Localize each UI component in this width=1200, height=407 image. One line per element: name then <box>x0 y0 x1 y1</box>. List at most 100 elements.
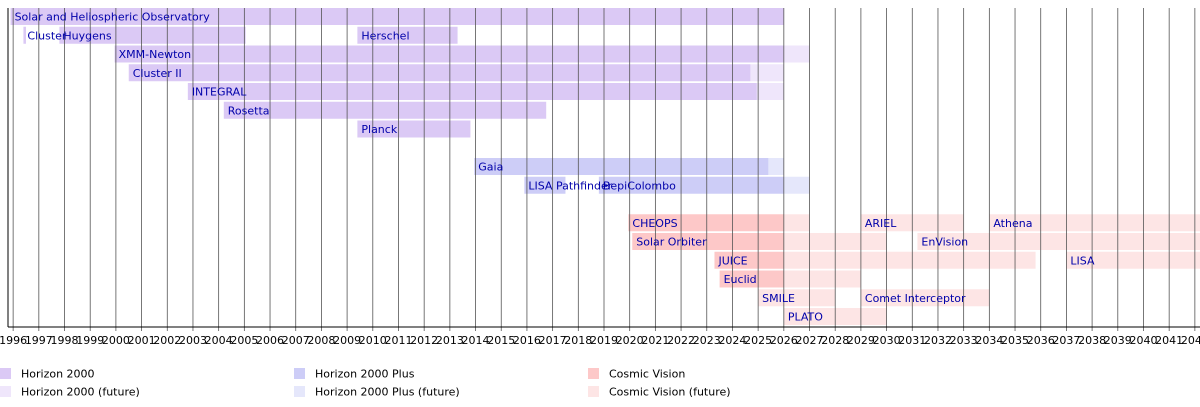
x-tick-label: 2030 <box>873 334 901 347</box>
bar <box>1066 251 1200 269</box>
bar-label: Rosetta <box>228 104 270 117</box>
legend-label: Cosmic Vision <box>609 368 685 381</box>
bar <box>223 101 547 119</box>
bar <box>114 45 784 63</box>
bar <box>714 251 784 269</box>
bar <box>10 8 784 25</box>
legend-swatch <box>588 386 599 397</box>
bar <box>860 289 990 307</box>
bar-label: JUICE <box>717 254 747 267</box>
bar-label: LISA <box>1070 254 1095 267</box>
x-tick-label: 2042 <box>1181 334 1200 347</box>
x-tick-label: 1996 <box>0 334 27 347</box>
x-tick-label: 2023 <box>693 334 721 347</box>
bar-label: Cluster <box>27 29 67 42</box>
bar <box>59 26 246 44</box>
bar-label: Athena <box>993 217 1032 230</box>
x-tick-label: 1997 <box>25 334 53 347</box>
bar <box>598 176 784 194</box>
bar-label: PLATO <box>788 311 823 324</box>
legend-swatch <box>0 386 11 397</box>
x-tick-label: 2017 <box>539 334 567 347</box>
bar <box>758 289 836 307</box>
bar <box>719 270 784 288</box>
bar <box>768 158 784 175</box>
bar-label: Cluster II <box>133 67 182 80</box>
legend-swatch <box>0 368 11 379</box>
x-tick-label: 2010 <box>359 334 387 347</box>
legend-label: Horizon 2000 <box>21 368 95 381</box>
bar <box>917 233 1200 250</box>
bar-label: Solar Orbiter <box>636 236 707 249</box>
x-tick-label: 2026 <box>770 334 798 347</box>
x-tick-label: 2041 <box>1155 334 1183 347</box>
bar-label: Comet Interceptor <box>865 292 966 305</box>
bar <box>628 214 784 232</box>
bar-label: Huygens <box>63 29 111 42</box>
x-tick-label: 2020 <box>616 334 644 347</box>
bar <box>357 120 471 138</box>
bar-label: Euclid <box>724 273 757 286</box>
bar <box>783 251 1036 269</box>
bar <box>783 45 810 63</box>
x-tick-label: 2011 <box>384 334 412 347</box>
legend-label: Horizon 2000 Plus <box>315 368 415 381</box>
x-tick-label: 2036 <box>1027 334 1055 347</box>
x-tick-label: 2029 <box>847 334 875 347</box>
bar-label: BepiColombo <box>603 179 676 192</box>
bar-label: INTEGRAL <box>192 86 247 99</box>
x-tick-label: 2014 <box>462 334 490 347</box>
x-tick-label: 2034 <box>975 334 1003 347</box>
x-tick-label: 2022 <box>667 334 695 347</box>
x-tick-label: 1999 <box>76 334 104 347</box>
bar-label: SMILE <box>762 292 795 305</box>
legend-label: Cosmic Vision (future) <box>609 386 731 399</box>
bar <box>524 176 566 194</box>
bar-label: CHEOPS <box>632 217 677 230</box>
bar-label: Herschel <box>361 29 409 42</box>
bar-label: Planck <box>361 123 397 136</box>
x-tick-label: 2033 <box>950 334 978 347</box>
x-tick-label: 2003 <box>179 334 207 347</box>
x-tick-label: 2015 <box>487 334 515 347</box>
bar <box>989 214 1200 232</box>
legend-label: Horizon 2000 (future) <box>21 386 140 399</box>
x-tick-label: 2008 <box>307 334 335 347</box>
legend-swatch <box>294 386 305 397</box>
x-tick-label: 2007 <box>282 334 310 347</box>
x-tick-label: 2035 <box>1001 334 1029 347</box>
bar <box>632 233 784 250</box>
bar <box>783 176 810 194</box>
x-tick-label: 2025 <box>744 334 772 347</box>
x-tick-label: 2019 <box>590 334 618 347</box>
legend-swatch <box>588 368 599 379</box>
x-tick-label: 2016 <box>513 334 541 347</box>
x-tick-label: 2013 <box>436 334 464 347</box>
bar-label: Solar and Heliospheric Observatory <box>15 11 211 24</box>
bar-label: XMM-Newton <box>119 48 192 61</box>
x-tick-label: 2004 <box>205 334 233 347</box>
x-tick-label: 2039 <box>1104 334 1132 347</box>
bar <box>357 26 458 44</box>
bar-label: Gaia <box>478 161 503 174</box>
x-tick-label: 2000 <box>102 334 130 347</box>
bar <box>128 64 751 82</box>
bar <box>783 214 810 232</box>
x-tick-label: 2038 <box>1078 334 1106 347</box>
bar <box>783 270 861 288</box>
bar <box>756 83 784 100</box>
bar-label: EnVision <box>921 236 968 249</box>
x-tick-label: 2005 <box>230 334 258 347</box>
x-tick-label: 2027 <box>796 334 824 347</box>
bar <box>23 26 26 44</box>
bar-label: LISA Pathfinder <box>528 179 612 192</box>
x-tick-label: 2037 <box>1052 334 1080 347</box>
x-tick-label: 2021 <box>641 334 669 347</box>
bar <box>474 158 769 175</box>
x-tick-label: 2028 <box>821 334 849 347</box>
legend-swatch <box>294 368 305 379</box>
x-tick-label: 2002 <box>153 334 181 347</box>
x-tick-label: 2012 <box>410 334 438 347</box>
x-tick-label: 2040 <box>1129 334 1157 347</box>
